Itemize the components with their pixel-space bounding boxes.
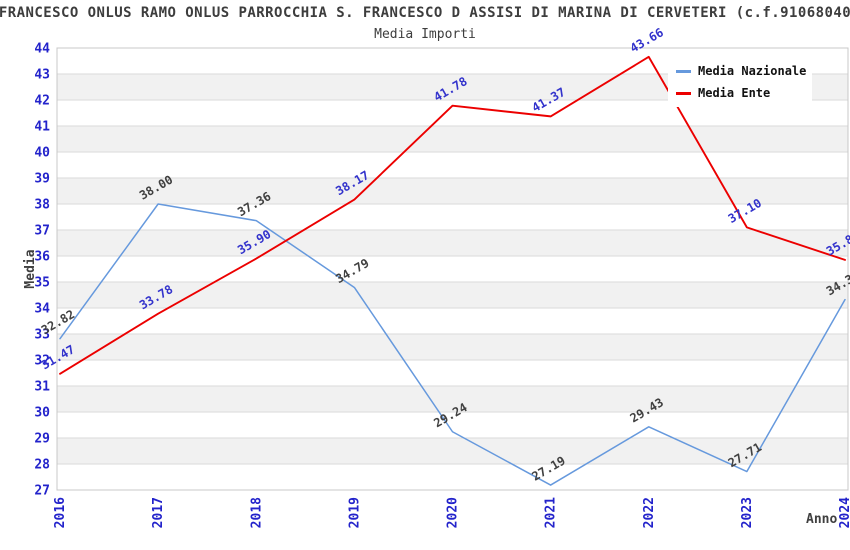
x-tick-label: 2019: [347, 497, 362, 528]
legend-item-media-ente: Media Ente: [668, 86, 812, 101]
legend-swatch-media-nazionale: [676, 69, 691, 73]
y-tick-label: 37: [34, 224, 50, 239]
legend-item-media-nazionale: Media Nazionale: [668, 64, 812, 79]
y-tick-label: 41: [34, 120, 50, 135]
chart-title: FRANCESCO ONLUS RAMO ONLUS PARROCCHIA S.…: [0, 5, 850, 21]
y-tick-label: 30: [34, 406, 50, 421]
x-tick-label: 2021: [544, 497, 559, 528]
legend: Media Nazionale Media Ente: [668, 57, 812, 107]
chart-subtitle: Media Importi: [374, 27, 476, 42]
y-tick-label: 31: [34, 380, 50, 395]
y-tick-label: 32: [34, 354, 50, 369]
plot-band: [57, 178, 848, 204]
data-label: 43.66: [628, 25, 666, 55]
y-tick-label: 38: [34, 198, 50, 213]
x-tick-label: 2016: [53, 497, 68, 528]
plot-band: [57, 282, 848, 308]
series-line-media-ente: [59, 55, 846, 375]
y-tick-label: 27: [34, 484, 50, 499]
y-tick-label: 44: [34, 42, 50, 57]
x-tick-label: 2023: [740, 497, 755, 528]
plot-band: [57, 230, 848, 256]
legend-swatch-media-ente: [676, 91, 691, 95]
y-tick-label: 36: [34, 250, 50, 265]
y-tick-label: 35: [34, 276, 50, 291]
legend-label: Media Ente: [698, 86, 771, 100]
plot-border: [56, 47, 849, 491]
y-tick-label: 39: [34, 172, 50, 187]
plot-band: [57, 386, 848, 412]
x-tick-label: 2018: [249, 497, 264, 528]
plot-band: [57, 334, 848, 360]
y-tick-label: 28: [34, 458, 50, 473]
series-line-media-nazionale: [59, 203, 846, 486]
plot-band: [57, 126, 848, 152]
y-tick-label: 40: [34, 146, 50, 161]
y-tick-label: 42: [34, 94, 50, 109]
x-axis-title: Anno: [806, 512, 838, 527]
legend-label: Media Nazionale: [698, 64, 807, 78]
x-tick-label: 2017: [151, 497, 166, 528]
y-tick-label: 43: [34, 68, 50, 83]
y-axis-title: Media: [23, 249, 38, 288]
x-tick-label: 2020: [446, 497, 461, 528]
y-tick-label: 33: [34, 328, 50, 343]
x-tick-label: 2024: [838, 497, 850, 528]
y-tick-label: 29: [34, 432, 50, 447]
x-tick-label: 2022: [642, 497, 657, 528]
y-tick-label: 34: [34, 302, 50, 317]
plot-band: [57, 438, 848, 464]
